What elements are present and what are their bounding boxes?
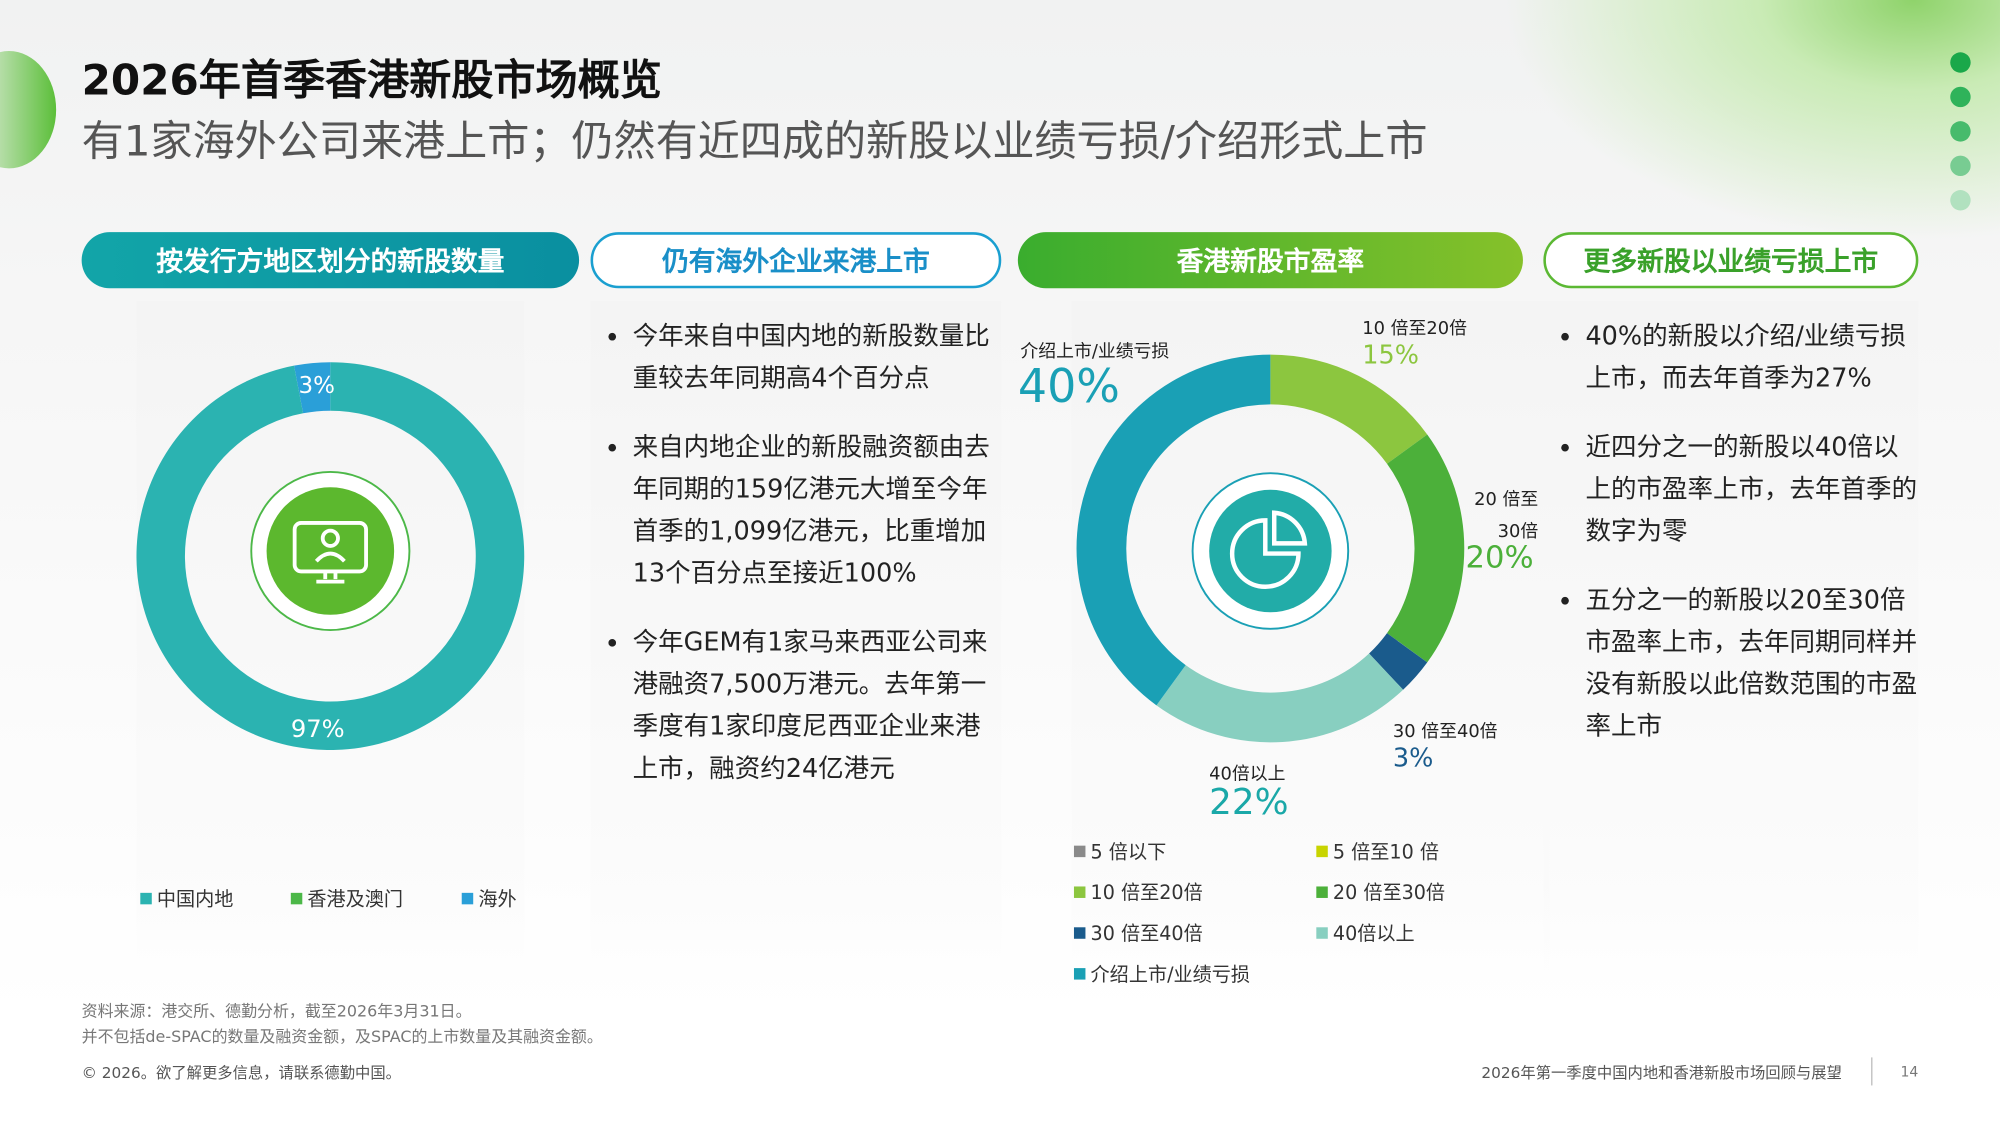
legend-label: 30 倍至40倍 — [1090, 922, 1203, 946]
legend-item: 香港及澳门 — [290, 885, 404, 912]
page-subtitle: 有1家海外公司来港上市；仍然有近四成的新股以业绩亏损/介绍形式上市 — [81, 116, 1428, 166]
panel-loss — [1543, 301, 1919, 990]
legend-label: 5 倍以下 — [1090, 840, 1167, 864]
bullet-item: 五分之一的新股以20至30倍市盈率上市，去年同期同样并没有新股以此倍数范围的市盈… — [1585, 579, 1917, 747]
section-header-loss: 更多新股以业绩亏损上市 — [1543, 232, 1919, 289]
donut-segment — [1270, 354, 1428, 464]
section-header-overseas: 仍有海外企业来港上市 — [590, 232, 1002, 289]
page-title: 2026年首季香港新股市场概览 — [81, 54, 662, 105]
legend-label: 20 倍至30倍 — [1332, 881, 1446, 905]
icon-circle — [266, 487, 395, 615]
bullets-overseas: 今年来自中国内地的新股数量比重较去年同期高4个百分点 来自内地企业的新股融资额由… — [594, 315, 1000, 816]
section-header-pe: 香港新股市盈率 — [1017, 232, 1523, 289]
legend-label: 5 倍至10 倍 — [1332, 840, 1439, 864]
report-title: 2026年第一季度中国内地和香港新股市场回顾与展望 — [1481, 1063, 1842, 1082]
callout-30-40: 30 倍至40倍 — [1392, 721, 1498, 743]
legend-item: 40倍以上 — [1316, 920, 1415, 947]
value-20-30: 20% — [1465, 539, 1534, 576]
legend-label: 中国内地 — [156, 887, 234, 911]
legend-swatch — [1316, 927, 1328, 939]
panel-overseas — [590, 301, 1002, 990]
callout-intro: 介绍上市/业绩亏损 — [1020, 341, 1170, 363]
legend-item: 中国内地 — [140, 885, 233, 912]
bullet-item: 今年GEM有1家马来西亚公司来港融资7,500万港元。去年第一季度有1家印度尼西… — [633, 621, 1000, 789]
legend-item: 20 倍至30倍 — [1316, 879, 1445, 906]
legend-label: 40倍以上 — [1332, 922, 1415, 946]
bullet-item: 40%的新股以介绍/业绩亏损上市，而去年首季为27% — [1585, 315, 1917, 399]
donut-segment — [1369, 633, 1428, 690]
legend-label: 介绍上市/业绩亏损 — [1090, 963, 1251, 986]
data-label-mainland: 97% — [290, 715, 345, 744]
donut-segment — [1156, 653, 1404, 743]
legend-swatch — [140, 892, 152, 905]
bullet-item: 近四分之一的新股以40倍以上的市盈率上市，去年首季的数字为零 — [1585, 426, 1917, 552]
legend-swatch — [290, 892, 303, 905]
source-note: 资料来源：港交所、德勤分析，截至2026年3月31日。 — [81, 1001, 472, 1021]
legend-swatch — [461, 892, 474, 905]
value-40-plus: 22% — [1209, 780, 1289, 823]
nav-dot[interactable] — [1950, 190, 1971, 211]
legend-swatch — [1316, 845, 1328, 858]
value-intro: 40% — [1017, 360, 1120, 414]
section-header-region: 按发行方地区划分的新股数量 — [81, 232, 580, 289]
value-30-40: 3% — [1392, 742, 1434, 773]
nav-dot[interactable] — [1950, 52, 1971, 73]
legend-swatch — [1073, 886, 1086, 898]
legend-item: 海外 — [461, 885, 517, 912]
legend-label: 香港及澳门 — [307, 887, 404, 911]
icon-circle — [1209, 489, 1332, 613]
pie-chart-icon — [1229, 510, 1308, 589]
legend-item: 5 倍以下 — [1073, 838, 1167, 865]
callout-20-30: 20 倍至 30倍 — [1474, 489, 1539, 543]
legend-item: 介绍上市/业绩亏损 — [1073, 960, 1251, 987]
legend-label: 海外 — [478, 887, 517, 911]
legend-swatch — [1073, 845, 1086, 858]
exclusion-note: 并不包括de-SPAC的数量及融资金额，及SPAC的上市数量及其融资金额。 — [81, 1026, 603, 1046]
bullet-item: 今年来自中国内地的新股数量比重较去年同期高4个百分点 — [633, 315, 1000, 399]
legend-item: 10 倍至20倍 — [1073, 879, 1203, 906]
nav-dot[interactable] — [1950, 155, 1971, 177]
donut-segment — [1387, 434, 1465, 663]
donut-segment — [1076, 354, 1271, 706]
callout-10-20: 10 倍至20倍 — [1362, 318, 1467, 340]
page-number[interactable]: 14 — [1900, 1063, 1919, 1081]
donut-segment — [294, 362, 331, 414]
nav-dot[interactable] — [1950, 121, 1971, 142]
monitor-user-icon — [292, 521, 368, 584]
bullet-item: 来自内地企业的新股融资额由去年同期的159亿港元大增至今年首季的1,099亿港元… — [633, 426, 1000, 594]
nav-dot[interactable] — [1950, 86, 1971, 108]
bullets-loss: 40%的新股以介绍/业绩亏损上市，而去年首季为27% 近四分之一的新股以40倍以… — [1547, 315, 1917, 774]
legend-item: 5 倍至10 倍 — [1316, 838, 1439, 865]
divider — [1871, 1057, 1873, 1086]
legend-item: 30 倍至40倍 — [1073, 920, 1203, 947]
callout-40-plus: 40倍以上 — [1209, 764, 1286, 785]
legend-swatch — [1316, 886, 1328, 898]
legend-swatch — [1073, 968, 1086, 980]
copyright: © 2026。欲了解更多信息，请联系德勤中国。 — [81, 1063, 401, 1082]
legend-label: 10 倍至20倍 — [1090, 881, 1203, 905]
legend-swatch — [1073, 927, 1086, 939]
data-label-overseas: 3% — [298, 372, 335, 400]
value-10-20: 15% — [1362, 339, 1419, 370]
